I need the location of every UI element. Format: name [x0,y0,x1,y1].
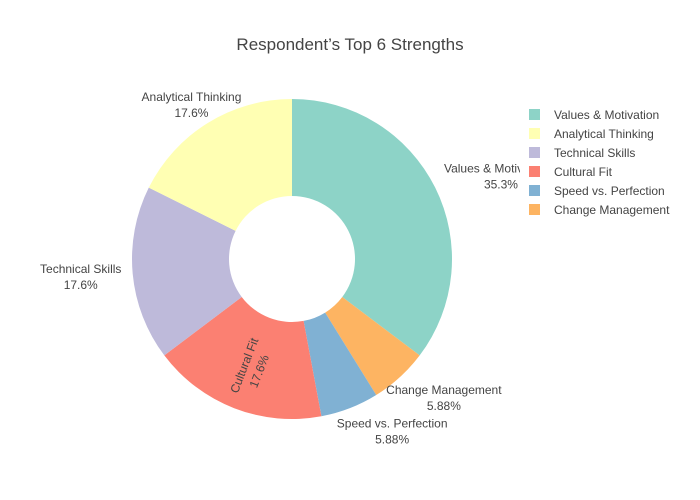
legend-swatch [529,147,540,158]
slice-label-change-management: Change Management 5.88% [386,383,502,413]
legend-label: Values & Motivation [554,108,659,122]
slice-cultural-fit[interactable] [164,296,322,419]
legend-item-technical-skills[interactable]: Technical Skills [529,146,635,160]
slice-label-name: Technical Skills [40,262,121,276]
slice-label-name: Speed vs. Perfection [337,416,448,430]
slices-group [132,99,452,419]
slice-label-technical-skills: Technical Skills 17.6% [40,262,121,292]
slice-technical-skills[interactable] [132,187,242,356]
legend-item-speed-vs-perfection[interactable]: Speed vs. Perfection [529,184,665,198]
slice-analytical-thinking[interactable] [148,99,292,231]
slice-label-name: Analytical Thinking [142,90,242,104]
slice-label-percent: 5.88% [375,432,409,446]
legend-swatch [529,128,540,139]
slice-label-speed-vs-perfection: Speed vs. Perfection 5.88% [337,416,448,446]
legend-label: Speed vs. Perfection [554,184,665,198]
slice-label-percent: 5.88% [427,399,461,413]
slice-speed-vs-perfection[interactable] [303,312,377,417]
slice-label-analytical-thinking: Analytical Thinking 17.6% [142,90,242,120]
legend-item-analytical-thinking[interactable]: Analytical Thinking [529,127,654,141]
legend-label: Technical Skills [554,146,635,160]
slice-values-motivation[interactable] [292,99,452,356]
slice-label-name: Values & Motivation [444,161,549,175]
legend-swatch [529,185,540,196]
slice-label-values-motivation: Values & Motivation 35.3% [444,161,549,191]
legend: Values & Motivation Analytical Thinking Te… [529,108,670,217]
legend-item-cultural-fit[interactable]: Cultural Fit [529,165,613,179]
slice-label-name: Change Management [386,383,502,397]
slice-change-management[interactable] [325,296,420,396]
legend-swatch [529,109,540,120]
legend-label: Change Management [554,203,670,217]
legend-label: Cultural Fit [554,165,613,179]
legend-swatch [529,204,540,215]
legend-item-change-management[interactable]: Change Management [529,203,670,217]
slice-label-percent: 17.6% [64,278,98,292]
chart-title: Respondent’s Top 6 Strengths [236,35,463,54]
legend-swatch [529,166,540,177]
legend-label: Analytical Thinking [554,127,654,141]
slice-label-percent: 17.6% [174,106,208,120]
legend-item-values-motivation[interactable]: Values & Motivation [529,108,659,122]
slice-label-percent: 35.3% [484,177,518,191]
